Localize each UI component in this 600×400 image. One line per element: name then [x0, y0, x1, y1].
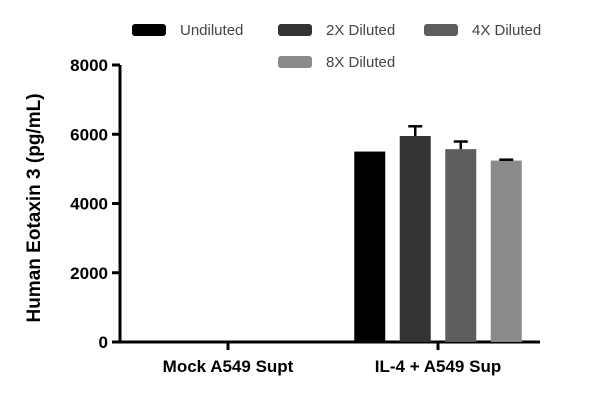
y-tick-label: 0 [99, 333, 108, 352]
legend-swatch [278, 56, 312, 68]
bar [354, 151, 386, 342]
y-tick-label: 6000 [70, 125, 108, 144]
bar [445, 149, 477, 342]
y-tick-label: 2000 [70, 264, 108, 283]
legend-label: 2X Diluted [326, 22, 395, 39]
bars [354, 125, 522, 342]
x-tick-label: IL-4 + A549 Sup [375, 357, 501, 376]
legend-label: 4X Diluted [472, 22, 541, 39]
bar [490, 160, 522, 342]
y-tick-label: 8000 [70, 56, 108, 75]
legend-label: 8X Diluted [326, 54, 395, 71]
legend-swatch [424, 24, 458, 36]
legend-swatch [278, 24, 312, 36]
legend-swatch [132, 24, 166, 36]
y-tick-label: 4000 [70, 195, 108, 214]
y-axis-label: Human Eotaxin 3 (pg/mL) [24, 93, 45, 322]
bar [399, 135, 431, 342]
y-axis: 0 2000 4000 6000 8000 [70, 56, 122, 352]
legend-label: Undiluted [180, 22, 243, 39]
legend: Undiluted 2X Diluted 4X Diluted 8X Diluted [132, 22, 541, 71]
x-tick-label: Mock A549 Supt [163, 357, 294, 376]
x-axis: Mock A549 Supt IL-4 + A549 Sup [118, 340, 540, 376]
